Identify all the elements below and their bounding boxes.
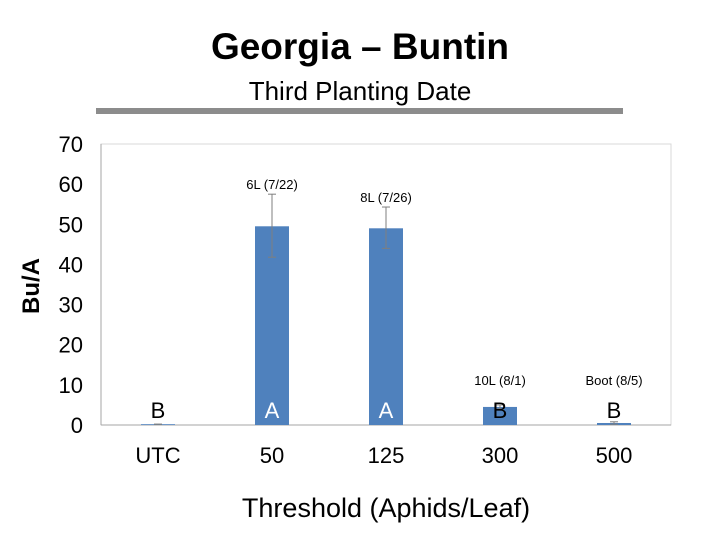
bar-annotation: 10L (8/1) <box>474 373 526 388</box>
x-tick-label: 50 <box>260 443 284 468</box>
bar-annotation: 8L (7/26) <box>360 190 412 205</box>
bar <box>255 226 289 425</box>
y-axis-title: Bu/A <box>18 258 45 314</box>
x-tick-label: 300 <box>482 443 519 468</box>
x-axis-title: Threshold (Aphids/Leaf) <box>242 493 530 523</box>
y-tick-label: 40 <box>59 252 83 277</box>
significance-letter: A <box>379 398 394 423</box>
y-tick-label: 0 <box>71 413 83 438</box>
bar-annotation: Boot (8/5) <box>585 373 642 388</box>
significance-letter: B <box>493 398 508 423</box>
y-tick-label: 20 <box>59 333 83 358</box>
chart-subtitle: Third Planting Date <box>248 76 472 106</box>
y-tick-label: 60 <box>59 172 83 197</box>
y-tick-label: 50 <box>59 212 83 237</box>
bar <box>369 228 403 425</box>
y-tick-label: 70 <box>59 132 83 157</box>
bar <box>483 406 517 425</box>
significance-letter: A <box>265 398 280 423</box>
title-divider <box>96 108 623 114</box>
significance-letter: B <box>607 398 622 423</box>
y-tick-label: 30 <box>59 293 83 318</box>
x-tick-label: UTC <box>135 443 180 468</box>
x-tick-label: 125 <box>368 443 405 468</box>
bar-annotation: 6L (7/22) <box>246 177 298 192</box>
chart-title: Georgia – Buntin <box>210 26 510 67</box>
y-tick-label: 10 <box>59 373 83 398</box>
significance-letter: B <box>151 398 166 423</box>
x-tick-label: 500 <box>596 443 633 468</box>
